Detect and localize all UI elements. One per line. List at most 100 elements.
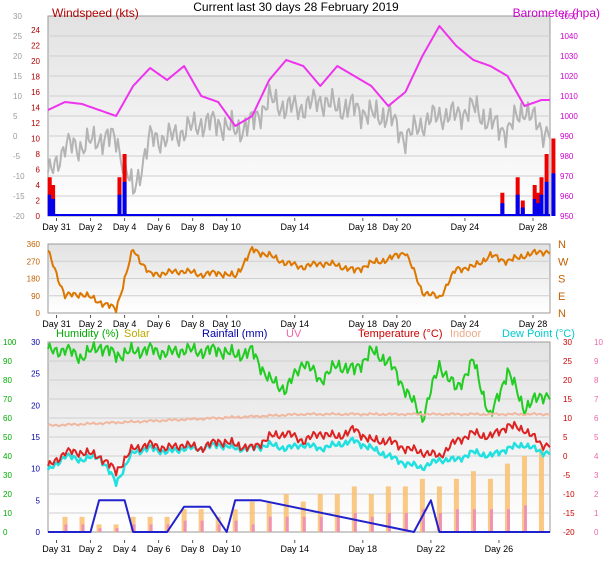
x-tick-label: Day 28 [519,319,548,329]
x-tick-label: Day 10 [212,544,241,554]
baro-axis-tick: 1020 [560,72,578,81]
indoor-line [47,411,551,428]
compass-label: N [558,239,566,251]
x-tick-label: Day 22 [417,544,446,554]
baro-axis-tick: 1030 [560,52,578,61]
uv-peak [149,524,153,532]
humidity-line [47,341,551,423]
uv-peak [302,516,306,532]
solar-peak [402,486,408,532]
solar-peak [538,448,544,532]
page-title: Current last 30 days 28 February 2019 [193,0,399,14]
windspeed-line [47,83,551,195]
humidity-axis-tick: 70 [3,395,12,404]
barometer-line [47,25,550,127]
uv-peak [404,513,408,532]
wind-bar [51,198,56,216]
wind-direction-trace [47,246,551,314]
baro-axis-tick: 1000 [560,112,578,121]
uv-peak [183,520,187,532]
temp-axis-tick: 15 [563,395,572,404]
x-tick-label: Day 4 [113,319,137,329]
temp-axis-tick: 30 [563,338,572,347]
uv-peak [64,524,68,532]
legend-windspeed: Windspeed (kts) [52,6,139,20]
left-axis-tick: 5 [13,112,18,121]
direction-axis-tick: 90 [31,292,40,301]
solar-peak [504,463,510,532]
direction-axis-tick: 270 [27,257,41,266]
x-tick-label: Day 24 [451,319,480,329]
x-tick-label: Day 14 [280,544,309,554]
wind-axis-tick: 16 [31,88,40,97]
humidity-axis-tick: 40 [3,452,12,461]
legend-dewpoint: Dew Point (°C) [502,328,575,340]
uv-axis-tick: 0 [594,528,599,537]
wind-bar [117,194,122,216]
x-tick-label: Day 24 [451,222,480,232]
baro-axis-tick: 1040 [560,32,578,41]
uv-axis-tick: 7 [594,395,599,404]
x-tick-label: Day 28 [519,222,548,232]
direction-axis-tick: 180 [27,275,41,284]
uv-peak [200,520,204,532]
left-axis-tick: 20 [13,52,22,61]
wind-bar [47,194,52,216]
temp-axis-tick: 10 [563,414,572,423]
uv-peak [81,524,85,532]
dewpoint-line [46,436,551,488]
humidity-axis-tick: 20 [3,490,12,499]
wind-bar [539,194,544,216]
compass-label: N [558,308,566,320]
uv-peak [251,524,255,532]
x-tick-label: Day 6 [147,544,171,554]
solar-peak [487,478,493,532]
rain-axis-tick: 0 [36,528,41,537]
x-tick-label: Day 4 [113,222,137,232]
solar-peak [351,486,357,532]
x-tick-label: Day 31 [42,222,71,232]
baro-axis-tick: 1050 [560,12,578,21]
uv-peak [132,524,136,532]
temp-axis-tick: -20 [563,528,575,537]
x-tick-label: Day 8 [181,544,205,554]
temp-axis-tick: -15 [563,509,575,518]
compass-label: S [558,274,565,286]
wind-axis-tick: 4 [36,181,41,190]
x-tick-label: Day 6 [147,319,171,329]
left-axis-tick: 10 [13,92,22,101]
x-tick-label: Day 26 [485,544,514,554]
wind-bar [544,181,549,216]
legend-indoor: Indoor [450,328,482,340]
uv-axis-tick: 5 [594,433,599,442]
x-tick-label: Day 2 [79,544,103,554]
uv-peak [115,528,119,532]
solar-peak [470,471,476,532]
humidity-axis-tick: 0 [3,528,8,537]
solar-peak [419,478,425,532]
humidity-axis-tick: 10 [3,509,12,518]
uv-peak [166,524,170,532]
x-tick-label: Day 2 [79,222,103,232]
temp-axis-tick: 25 [563,357,572,366]
wind-axis-tick: 10 [31,135,40,144]
solar-peak [283,494,289,532]
left-axis-tick: 25 [13,32,22,41]
rainfall-line [48,499,550,533]
uv-axis-tick: 9 [594,357,599,366]
wind-bar [551,173,556,216]
x-tick-label: Day 20 [383,222,412,232]
uv-peak [472,509,476,532]
humidity-axis-tick: 60 [3,414,12,423]
temp-axis-tick: 5 [563,433,568,442]
solar-peak [521,456,527,532]
x-tick-label: Day 10 [212,319,241,329]
temperature-line [47,420,551,477]
solar-peak [334,494,340,532]
uv-peak [285,516,289,532]
uv-peak [387,513,391,532]
left-axis-tick: -10 [13,172,25,181]
uv-axis-tick: 2 [594,490,599,499]
uv-peak [353,513,357,532]
